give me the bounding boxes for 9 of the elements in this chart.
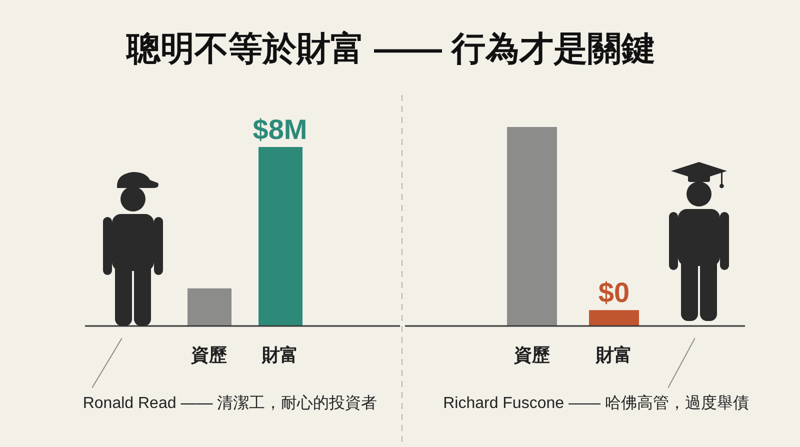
x-tick-label: 資歷 — [190, 344, 227, 365]
x-tick-label: 財富 — [261, 344, 298, 365]
x-tick-label: 資歷 — [513, 344, 550, 365]
text: 聰明不等於財富 —— 行為才是關鍵 — [124, 29, 656, 70]
x-tick-label: 財富 — [595, 344, 632, 365]
annotation: $8M — [252, 114, 308, 145]
text: Richard Fuscone —— 哈佛高管，過度舉債 — [442, 394, 750, 414]
annotation: $0 — [598, 277, 630, 308]
text: Ronald Read —— 清潔工，耐心的投資者 — [82, 394, 378, 414]
